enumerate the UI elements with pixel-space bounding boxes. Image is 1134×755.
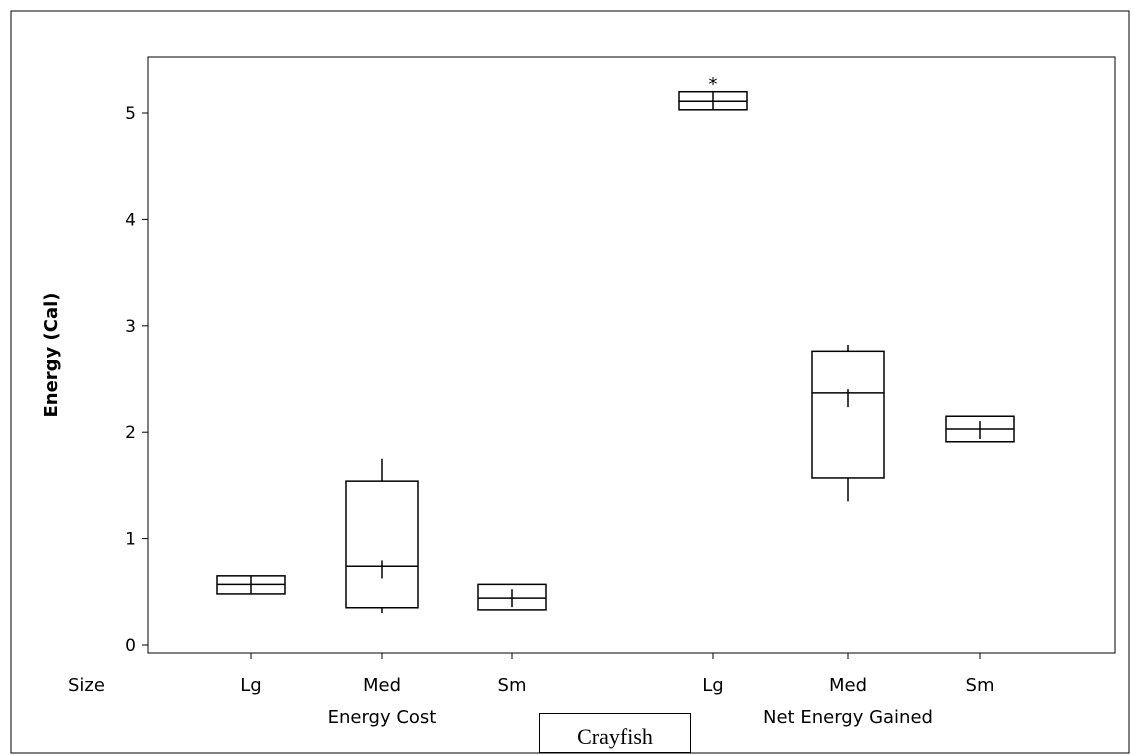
x-category-label: Lg bbox=[240, 675, 261, 696]
box bbox=[811, 350, 885, 479]
x-group-label: Energy Cost bbox=[328, 707, 437, 728]
y-axis: 0 1 2 3 4 5 bbox=[125, 104, 148, 656]
y-tick-label: 2 bbox=[125, 423, 136, 443]
box-plots: * bbox=[216, 74, 1015, 614]
x-axis: Lg Med Sm Energy Cost Lg Med Sm Net Energy Gain… bbox=[240, 653, 994, 728]
y-tick-label: 0 bbox=[125, 636, 136, 656]
y-axis-label: Energy (Cal) bbox=[41, 292, 62, 417]
x-category-label: Sm bbox=[498, 675, 527, 696]
x-category-label: Med bbox=[829, 675, 867, 696]
x-category-label: Lg bbox=[702, 675, 723, 696]
y-tick-label: 5 bbox=[125, 104, 136, 124]
y-tick-label: 4 bbox=[125, 210, 136, 230]
y-tick-label: 1 bbox=[125, 530, 136, 550]
y-tick-label: 3 bbox=[125, 317, 136, 337]
outlier-marker: * bbox=[709, 74, 718, 95]
plot-area bbox=[147, 56, 1116, 654]
box bbox=[345, 480, 419, 609]
x-category-label: Sm bbox=[966, 675, 995, 696]
caption-box: Crayfish bbox=[539, 713, 691, 753]
box bbox=[477, 583, 547, 611]
x-group-label: Net Energy Gained bbox=[763, 707, 933, 728]
factor-label: Size bbox=[68, 675, 105, 696]
x-category-label: Med bbox=[363, 675, 401, 696]
caption-text: Crayfish bbox=[577, 724, 653, 749]
